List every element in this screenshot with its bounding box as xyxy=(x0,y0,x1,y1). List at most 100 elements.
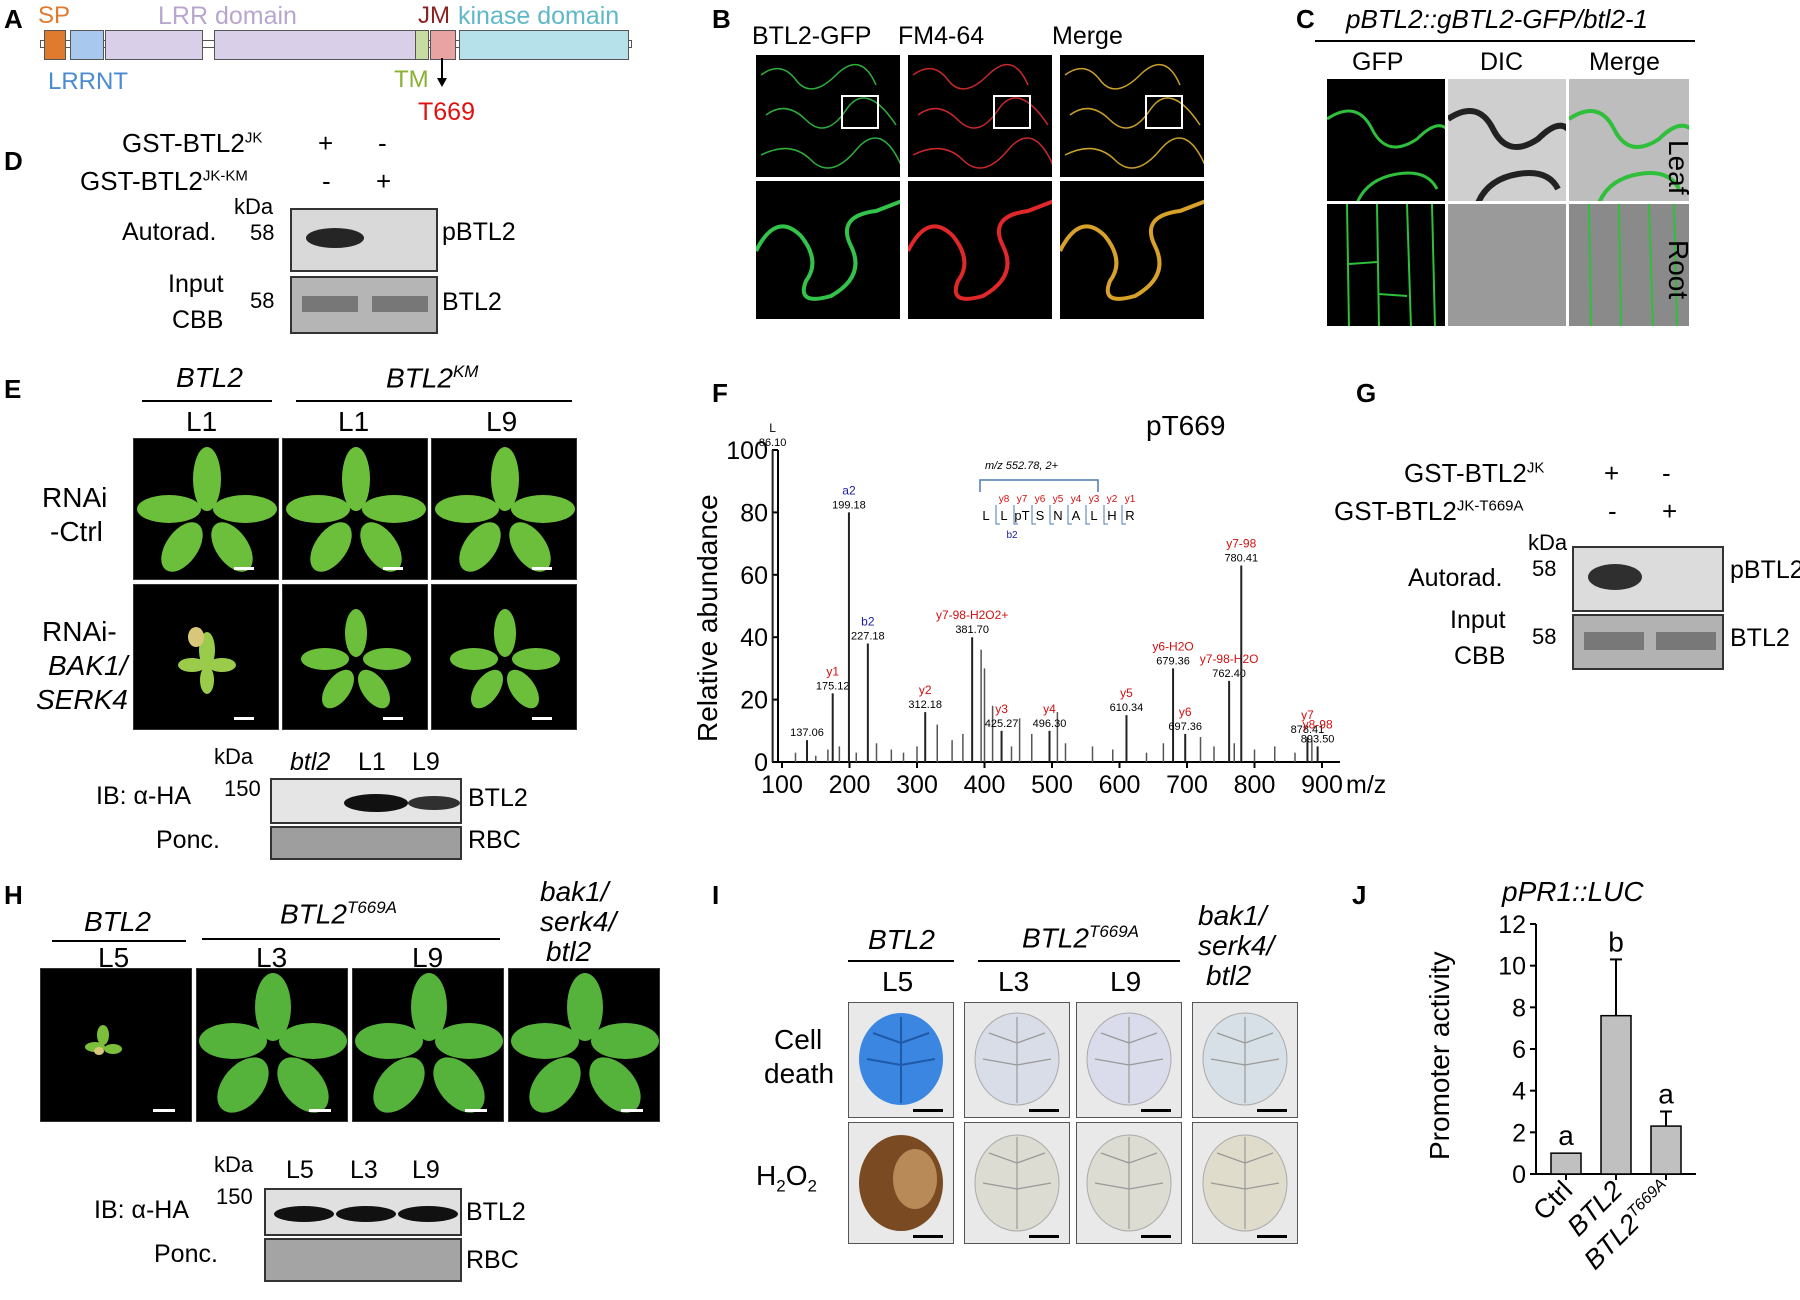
d-row2-lane2: + xyxy=(376,166,392,196)
e-rbc: RBC xyxy=(468,826,521,854)
f-x-tick-label: 500 xyxy=(1031,771,1073,799)
h-btl2: BTL2 xyxy=(466,1198,526,1226)
e-ponc-gel xyxy=(270,826,462,860)
j-y-tick-label: 12 xyxy=(1498,911,1526,939)
c-row-leaf: Leaf xyxy=(1663,140,1694,195)
j-y-tick-label: 10 xyxy=(1498,953,1526,981)
e-line-l1a: L1 xyxy=(186,406,218,437)
f-y-ion: y7 xyxy=(1017,494,1028,505)
j-title: pPR1::LUC xyxy=(1502,876,1644,907)
f-y-tick-label: 80 xyxy=(740,499,768,527)
j-sig-letter: b xyxy=(1608,926,1624,957)
lrr-label: LRR domain xyxy=(158,2,297,30)
f-peak-mz: 199.18 xyxy=(832,499,866,511)
f-peak-mz: 610.34 xyxy=(1110,702,1144,714)
j-y-tick-label: 0 xyxy=(1512,1161,1526,1189)
f-mz-bracket xyxy=(979,479,1099,492)
g-row2-lane1: - xyxy=(1608,496,1617,526)
j-y-tick-label: 6 xyxy=(1512,1036,1526,1064)
f-y-ion-marker xyxy=(1013,505,1018,525)
f-peak-ion: b2 xyxy=(861,614,875,628)
g-row2-label: GST-BTL2JK-T669A xyxy=(1334,496,1524,526)
lrr-domain-1 xyxy=(105,30,203,60)
f-x-tick-label: 300 xyxy=(896,771,938,799)
e-plant-km-l1-ctrl xyxy=(282,438,428,580)
c-col-dic: DIC xyxy=(1480,48,1524,76)
f-y-ion: y5 xyxy=(1053,494,1064,505)
f-y-ion: y4 xyxy=(1071,494,1082,505)
h-ib: IB: α-HA xyxy=(94,1196,190,1224)
h-group-mutant-a: bak1/ xyxy=(540,876,609,907)
g-row1-lane1: + xyxy=(1604,458,1620,488)
j-ylabel: Promoter activity xyxy=(1424,951,1455,1161)
i-leaf-btl2-dab xyxy=(848,1122,954,1244)
e-ha-blot xyxy=(270,778,462,824)
h-group-btl2: BTL2 xyxy=(84,906,151,937)
f-peak-mz: 762.40 xyxy=(1212,668,1246,680)
j-bar xyxy=(1550,1152,1582,1175)
i-leaf-l9-dab xyxy=(1076,1122,1182,1244)
c-construct-title: pBTL2::gBTL2-GFP/btl2-1 xyxy=(1346,4,1649,34)
f-residue: N xyxy=(1053,508,1062,523)
j-bar xyxy=(1650,1125,1682,1175)
c-row-root: Root xyxy=(1663,240,1694,300)
i-group-mutant-a: bak1/ xyxy=(1198,900,1267,931)
f-peak-mz: 496.30 xyxy=(1033,718,1067,730)
f-residue: R xyxy=(1125,508,1134,523)
e-marker-150: 150 xyxy=(224,776,261,801)
i-line-l9: L9 xyxy=(1110,966,1142,997)
e-lane-l1: L1 xyxy=(358,748,386,776)
sp-label: SP xyxy=(38,2,71,29)
f-peak-mz: 86.10 xyxy=(759,437,787,449)
f-peak-ion: y3 xyxy=(995,702,1008,716)
jm-label: JM xyxy=(418,2,450,29)
f-y-ion: y1 xyxy=(1125,494,1136,505)
f-peak-ion: y7-98-H2O xyxy=(1200,652,1259,666)
e-row1-a: RNAi xyxy=(42,482,108,513)
j-sig-letter: a xyxy=(1658,1079,1674,1110)
f-peak-mz: 137.06 xyxy=(790,727,824,739)
f-y-ion-marker xyxy=(1067,505,1072,525)
panel-label-b: B xyxy=(712,4,731,34)
f-peak-ion: L xyxy=(769,421,776,435)
j-bar xyxy=(1600,1014,1632,1175)
h-lane-l9: L9 xyxy=(412,1156,440,1184)
d-pbtl2: pBTL2 xyxy=(442,218,516,246)
f-y-ion-marker xyxy=(1121,505,1126,525)
f-peak-ion: y8-98 xyxy=(1303,717,1333,731)
j-sig-letter: a xyxy=(1558,1120,1574,1151)
panel-label-d: D xyxy=(4,146,23,176)
h-group-t669a: BTL2T669A xyxy=(280,898,398,930)
g-cbb: CBB xyxy=(1454,642,1506,670)
e-lane-l9: L9 xyxy=(412,748,440,776)
i-line-l5: L5 xyxy=(882,966,914,997)
f-residue: L xyxy=(982,508,989,523)
d-row2-label: GST-BTL2JK-KM xyxy=(80,166,248,196)
h-plant-t669a-l3 xyxy=(196,968,348,1122)
f-y-ion-marker xyxy=(1085,505,1090,525)
f-y-tick-label: 100 xyxy=(726,437,768,465)
f-residue: H xyxy=(1107,508,1116,523)
i-group-t669a: BTL2T669A xyxy=(1022,922,1140,954)
e-plant-km-l1-rnai xyxy=(282,584,428,730)
i-rule-1 xyxy=(848,960,954,962)
c-root-gfp xyxy=(1326,203,1446,327)
e-kda: kDa xyxy=(214,744,254,769)
g-row1-lane2: - xyxy=(1662,458,1671,488)
f-peak-mz: 780.41 xyxy=(1224,552,1258,564)
b-fm-zoom xyxy=(907,180,1053,320)
g-row1-label: GST-BTL2JK xyxy=(1404,458,1545,488)
tm-label: TM xyxy=(394,66,429,93)
f-b-ion: b2 xyxy=(1006,530,1018,541)
f-residue: L xyxy=(1000,508,1007,523)
b-col-merge: Merge xyxy=(1052,22,1123,50)
i-leaf-l3-trypan xyxy=(964,1002,1070,1118)
f-y-ion-marker xyxy=(995,505,1000,525)
e-row2-b: BAK1/ xyxy=(48,650,128,681)
d-btl2: BTL2 xyxy=(442,288,502,316)
c-col-gfp: GFP xyxy=(1352,48,1404,76)
g-cbb-gel xyxy=(1572,614,1724,670)
i-row1-b: death xyxy=(764,1058,835,1089)
